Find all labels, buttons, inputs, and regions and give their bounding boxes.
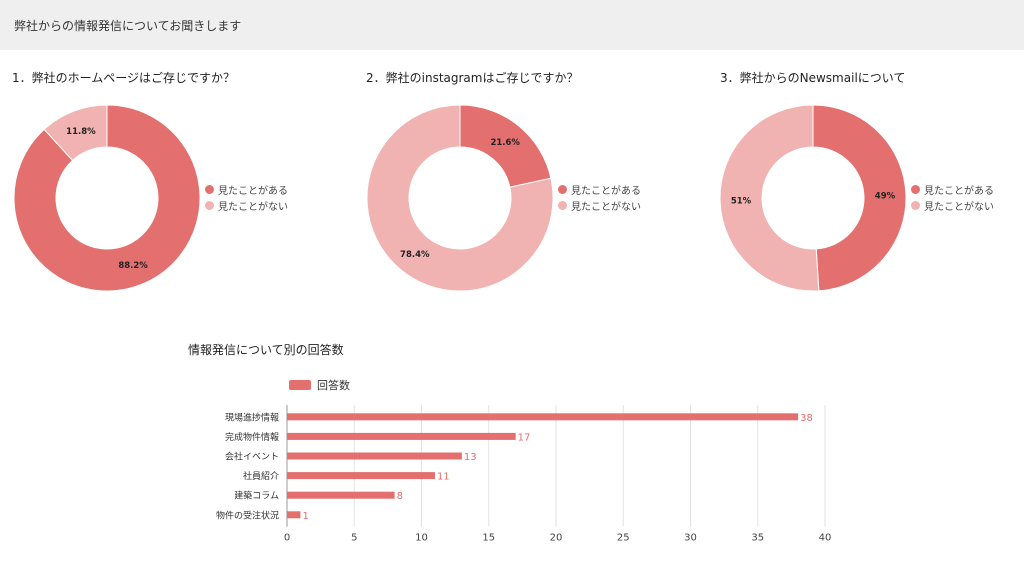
legend-item-seen: 見たことがある xyxy=(558,181,641,197)
slice-unseen xyxy=(366,104,554,292)
legend-item-unseen: 見たことがない xyxy=(911,197,994,213)
legend-dot-secondary xyxy=(911,200,920,210)
header-bar: 弊社からの情報発信についてお聞きします xyxy=(0,0,1024,50)
legend-label: 見たことがない xyxy=(924,201,994,213)
legend-dot-primary xyxy=(558,184,567,194)
legend-label: 見たことがない xyxy=(218,201,288,213)
bar-value-label: 11 xyxy=(437,472,450,483)
bar-value-label: 38 xyxy=(800,413,813,424)
donut-1-title: 1．弊社のホームページはご存じですか？ xyxy=(12,71,236,85)
bar xyxy=(287,491,395,499)
x-tick-label: 30 xyxy=(684,533,697,544)
bar-chart-legend: 回答数 xyxy=(289,377,350,393)
slice-seen xyxy=(13,104,201,292)
legend-item-unseen: 見たことがない xyxy=(205,197,288,213)
legend-label: 見たことがない xyxy=(571,201,641,213)
donut-chart-1: 88.2% 11.8% xyxy=(13,104,201,292)
y-category-label: 物件の受注状況 xyxy=(216,509,279,521)
legend-item-seen: 見たことがある xyxy=(205,181,288,197)
donut-2-title: 2．弊社のinstagramはご存じですか？ xyxy=(366,71,579,85)
slice-label: 21.6% xyxy=(490,138,520,148)
donut-chart-3: 49% 51% xyxy=(719,104,907,292)
legend-label: 見たことがある xyxy=(218,185,288,197)
bar xyxy=(287,511,301,519)
y-category-label: 完成物件情報 xyxy=(225,431,279,443)
bar xyxy=(287,452,462,460)
y-category-label: 現場進捗情報 xyxy=(225,411,279,423)
donut-2-legend: 見たことがある 見たことがない xyxy=(558,181,641,213)
donut-chart-2: 21.6% 78.4% xyxy=(366,104,554,292)
bar-chart: 0 5 10 15 20 25 30 35 40 現場進捗情報 38 完成物件情報 17 会社イベント 13… xyxy=(216,405,832,544)
x-tick-label: 15 xyxy=(482,533,495,544)
bar-value-label: 8 xyxy=(397,491,403,502)
bar-chart-title: 情報発信について別の回答数 xyxy=(188,343,344,357)
legend-item-unseen: 見たことがない xyxy=(558,197,641,213)
x-tick-label: 20 xyxy=(550,533,563,544)
legend-dot-secondary xyxy=(558,200,567,210)
legend-dot-primary xyxy=(205,184,214,194)
bar-value-label: 17 xyxy=(518,432,531,443)
legend-label: 見たことがある xyxy=(571,185,641,197)
y-category-label: 社員紹介 xyxy=(243,470,279,482)
y-category-label: 会社イベント xyxy=(225,451,279,463)
legend-dot-secondary xyxy=(205,200,214,210)
donut-3-legend: 見たことがある 見たことがない xyxy=(911,181,994,213)
slice-label: 51% xyxy=(731,196,752,206)
slice-unseen xyxy=(719,104,820,292)
x-tick-label: 35 xyxy=(751,533,764,544)
donut-3-title: 3．弊社からのNewsmailについて xyxy=(720,71,906,85)
legend-label: 見たことがある xyxy=(924,185,994,197)
bar xyxy=(287,432,516,440)
page-title: 弊社からの情報発信についてお聞きします xyxy=(14,19,242,33)
slice-unseen xyxy=(43,104,108,162)
x-tick-label: 40 xyxy=(819,533,832,544)
x-tick-label: 25 xyxy=(617,533,630,544)
bar-value-label: 1 xyxy=(302,511,308,522)
slice-label: 88.2% xyxy=(118,261,148,271)
bar xyxy=(287,472,435,480)
x-tick-label: 0 xyxy=(284,533,290,544)
x-tick-label: 5 xyxy=(351,533,357,544)
legend-label: 回答数 xyxy=(317,379,350,392)
bar xyxy=(287,413,799,421)
slice-label: 11.8% xyxy=(66,127,96,137)
y-category-label: 建築コラム xyxy=(234,490,279,502)
slice-label: 78.4% xyxy=(400,250,430,260)
slice-label: 49% xyxy=(875,192,896,202)
legend-item-seen: 見たことがある xyxy=(911,181,994,197)
slice-seen xyxy=(812,104,907,292)
legend-dot-primary xyxy=(911,184,920,194)
legend-swatch xyxy=(289,380,311,390)
bar-value-label: 13 xyxy=(464,452,477,463)
donut-1-legend: 見たことがある 見たことがない xyxy=(205,181,288,213)
x-tick-label: 10 xyxy=(415,533,428,544)
